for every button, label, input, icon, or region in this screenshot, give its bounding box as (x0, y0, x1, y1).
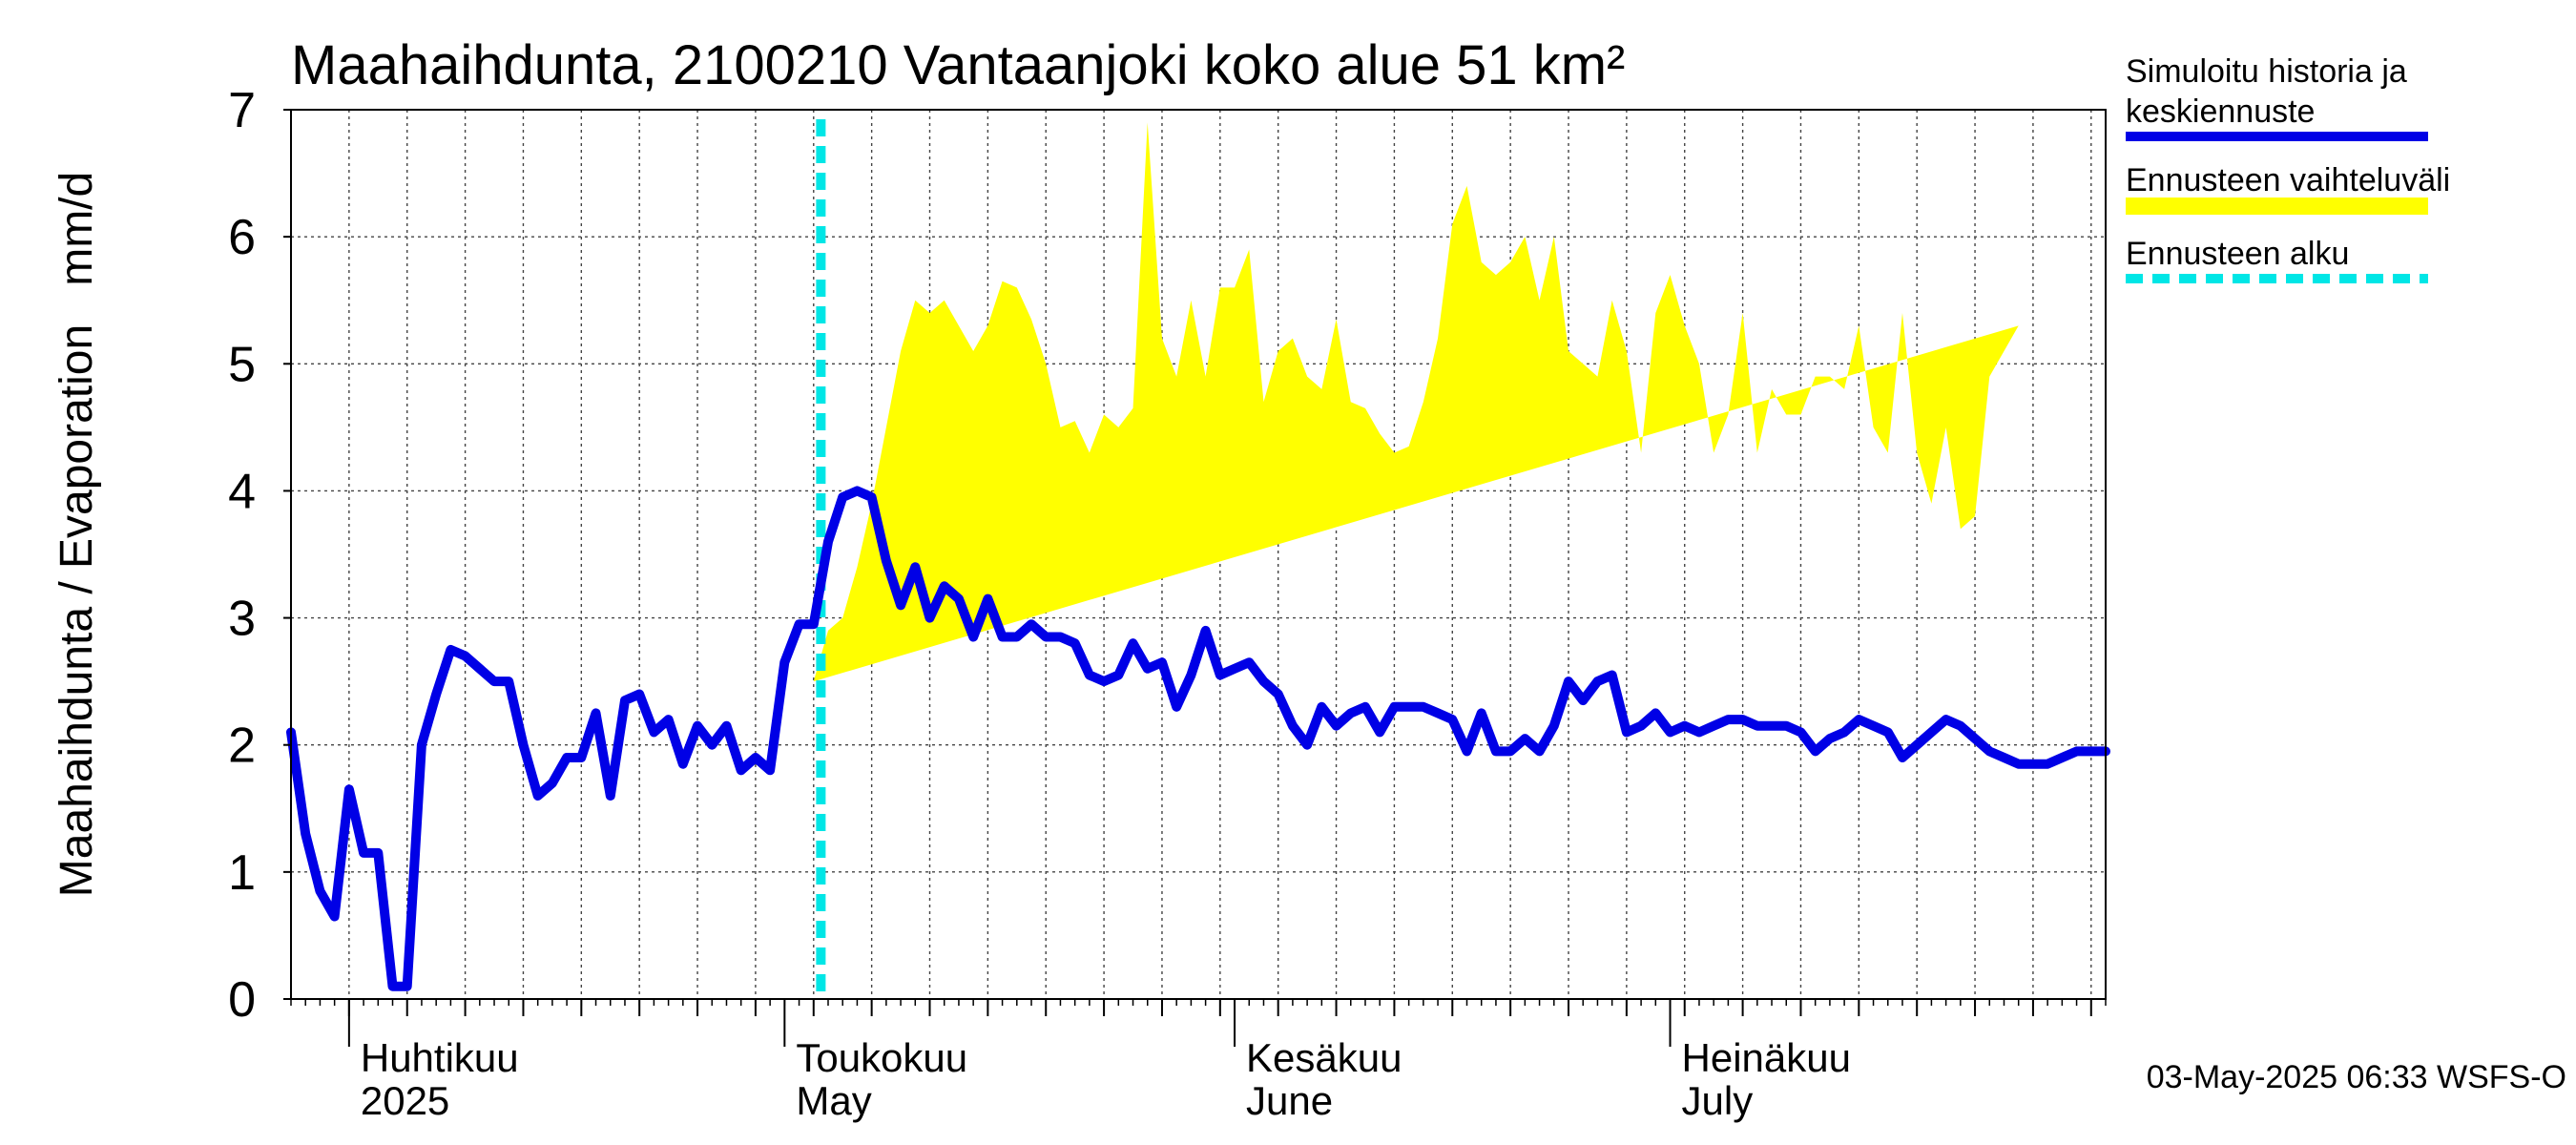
y-tick-label: 6 (228, 210, 256, 265)
month-sublabel: 2025 (361, 1078, 449, 1123)
y-tick-label: 5 (228, 337, 256, 392)
legend-label-range: Ennusteen vaihteluväli (2126, 162, 2450, 198)
grid-lines (291, 109, 2106, 1000)
month-label: Toukokuu (796, 1035, 967, 1080)
month-label: Heinäkuu (1682, 1035, 1851, 1080)
y-tick-label: 1 (228, 845, 256, 901)
y-tick-label: 3 (228, 592, 256, 647)
forecast-range-band (813, 122, 2019, 682)
month-label: Kesäkuu (1246, 1035, 1402, 1080)
month-sublabel: June (1246, 1078, 1333, 1123)
month-sublabel: July (1682, 1078, 1754, 1123)
legend: Simuloitu historia ja keskiennuste Ennus… (2126, 53, 2450, 283)
plot-border (290, 109, 2107, 1000)
month-label: Huhtikuu (361, 1035, 519, 1080)
mean-line (286, 486, 2110, 991)
y-tick-label: 0 (228, 972, 256, 1028)
plot-frame (283, 109, 2107, 1047)
mean-forecast-series (286, 486, 2110, 991)
y-tick-label: 4 (228, 464, 256, 519)
y-tick-label: 7 (228, 83, 256, 138)
timestamp: 03-May-2025 06:33 WSFS-O (2147, 1059, 2566, 1095)
y-tick-labels: 0 1 2 3 4 5 6 7 (228, 83, 256, 1028)
legend-label-mean-line1: Simuloitu historia ja (2126, 53, 2407, 90)
legend-label-mean-line2: keskiennuste (2126, 94, 2315, 130)
y-axis-label: Maahaihdunta / Evaporation mm/d (52, 172, 102, 897)
chart-title: Maahaihdunta, 2100210 Vantaanjoki koko a… (291, 34, 1625, 96)
forecast-range-area (813, 122, 2019, 682)
legend-label-forecast-start: Ennusteen alku (2126, 236, 2349, 272)
month-sublabel: May (796, 1078, 871, 1123)
y-tick-label: 2 (228, 718, 256, 774)
